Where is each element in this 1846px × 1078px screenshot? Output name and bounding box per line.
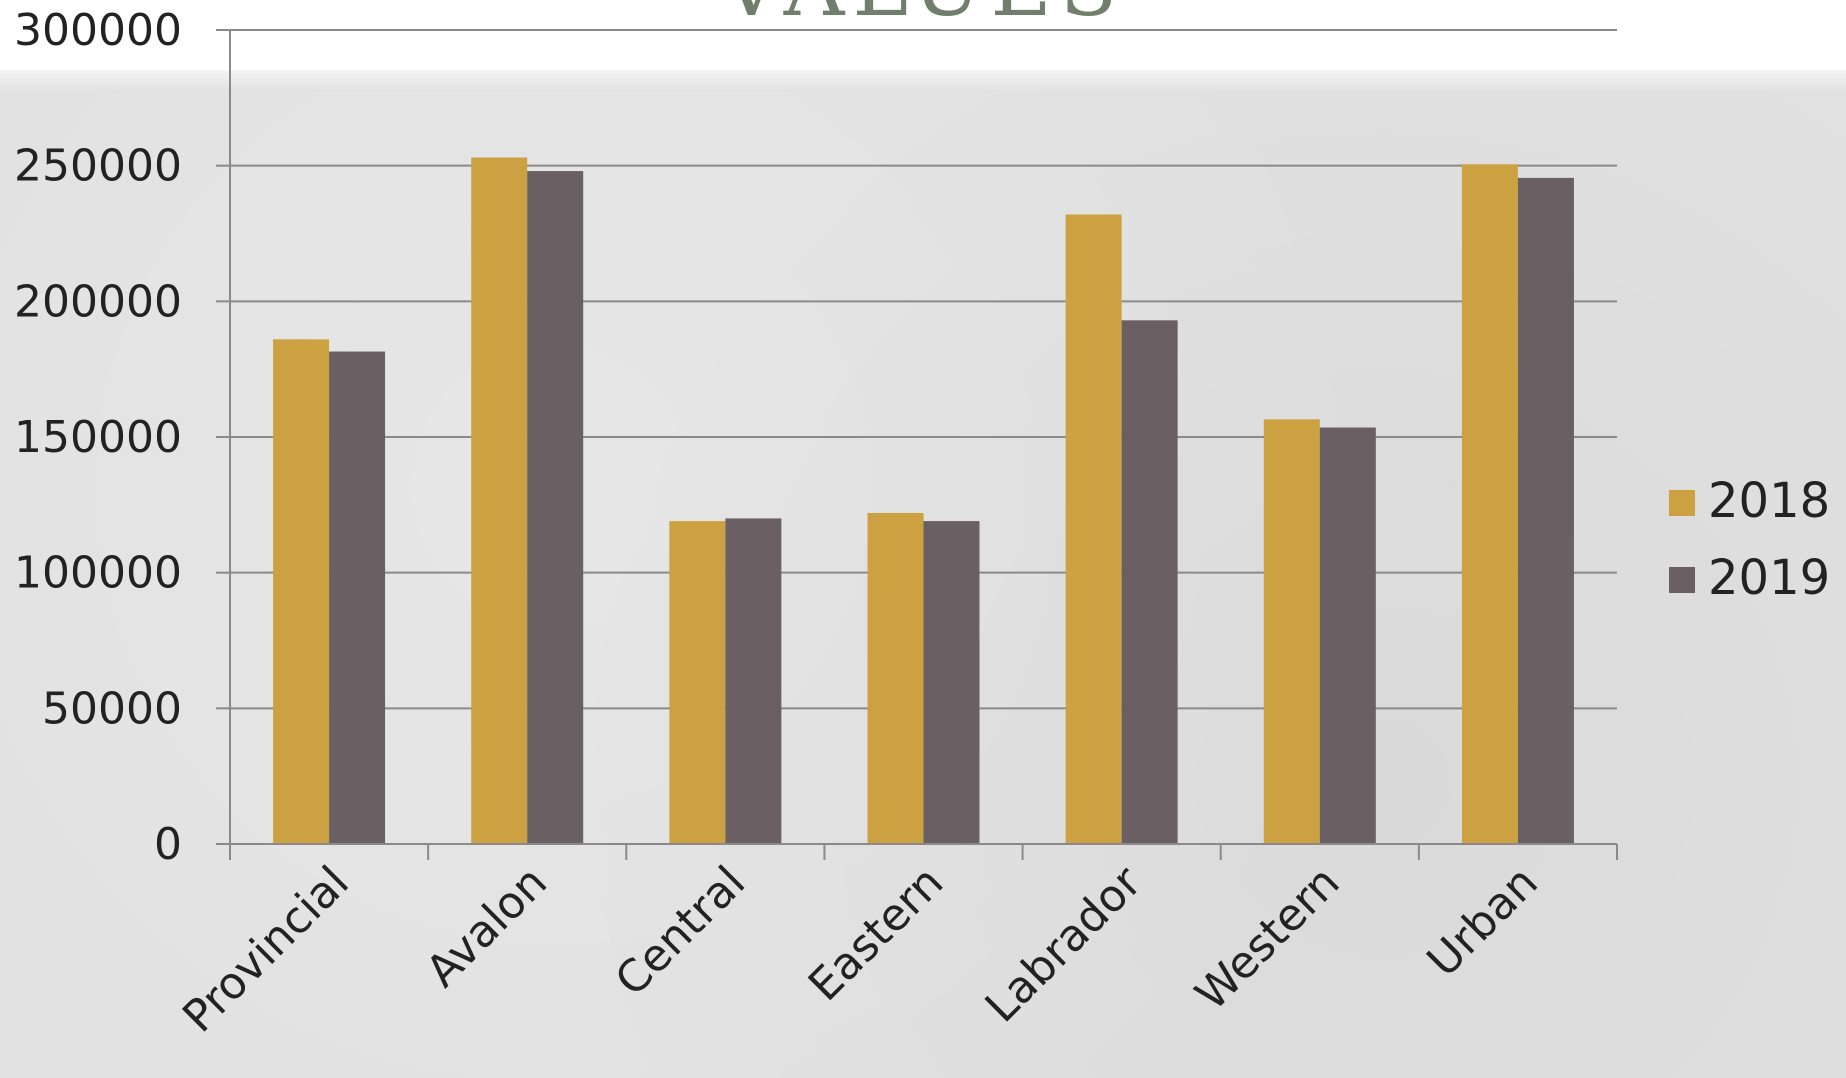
legend-label-2019: 2019 [1708, 550, 1830, 606]
axes [216, 29, 1618, 860]
bar-central-2018 [669, 521, 726, 844]
y-tick-label: 100000 [14, 548, 182, 599]
bar-labrador-2018 [1065, 214, 1122, 845]
x-tick-label: Urban [1418, 857, 1548, 987]
bar-urban-2019 [1517, 177, 1574, 845]
y-tick-label: 0 [154, 819, 182, 870]
bar-provincial-2018 [273, 339, 330, 844]
slide-top-background [0, 0, 1846, 70]
legend-swatch-2019 [1669, 567, 1695, 593]
legend-swatch-2018 [1669, 490, 1695, 516]
x-tick-label: Eastern [799, 857, 953, 1011]
y-tick-label: 50000 [42, 683, 182, 734]
gridlines [230, 29, 1617, 710]
bar-western-2019 [1319, 427, 1376, 844]
bar-eastern-2018 [867, 512, 924, 844]
bar-avalon-2018 [471, 157, 528, 844]
y-tick-label: 300000 [14, 5, 182, 56]
bar-provincial-2019 [329, 351, 386, 844]
bar-western-2018 [1263, 419, 1320, 844]
x-tick-label: Western [1186, 857, 1350, 1021]
bar-urban-2018 [1461, 164, 1518, 844]
x-tick-label: Labrador [976, 856, 1152, 1032]
bar-avalon-2019 [527, 171, 584, 845]
x-tick-labels: Provincial Avalon Central Eastern Labrador We… [173, 856, 1548, 1042]
bar-central-2019 [725, 518, 782, 844]
y-tick-label: 250000 [14, 141, 182, 192]
y-tick-labels: 0 50000 100000 150000 200000 250000 300000 [14, 5, 182, 870]
legend-label-2018: 2018 [1708, 473, 1830, 529]
bar-labrador-2019 [1121, 320, 1178, 844]
x-tick-label: Avalon [417, 857, 557, 997]
y-tick-label: 150000 [14, 412, 182, 463]
bar-eastern-2019 [923, 521, 980, 844]
bars [273, 157, 1574, 845]
legend: 2018 2019 [1669, 473, 1830, 606]
y-tick-label: 200000 [14, 276, 182, 327]
slide-header-band [0, 70, 1846, 92]
x-tick-label: Central [606, 857, 755, 1006]
x-tick-label: Provincial [173, 857, 359, 1043]
slide-title: VALUES [0, 0, 1846, 28]
